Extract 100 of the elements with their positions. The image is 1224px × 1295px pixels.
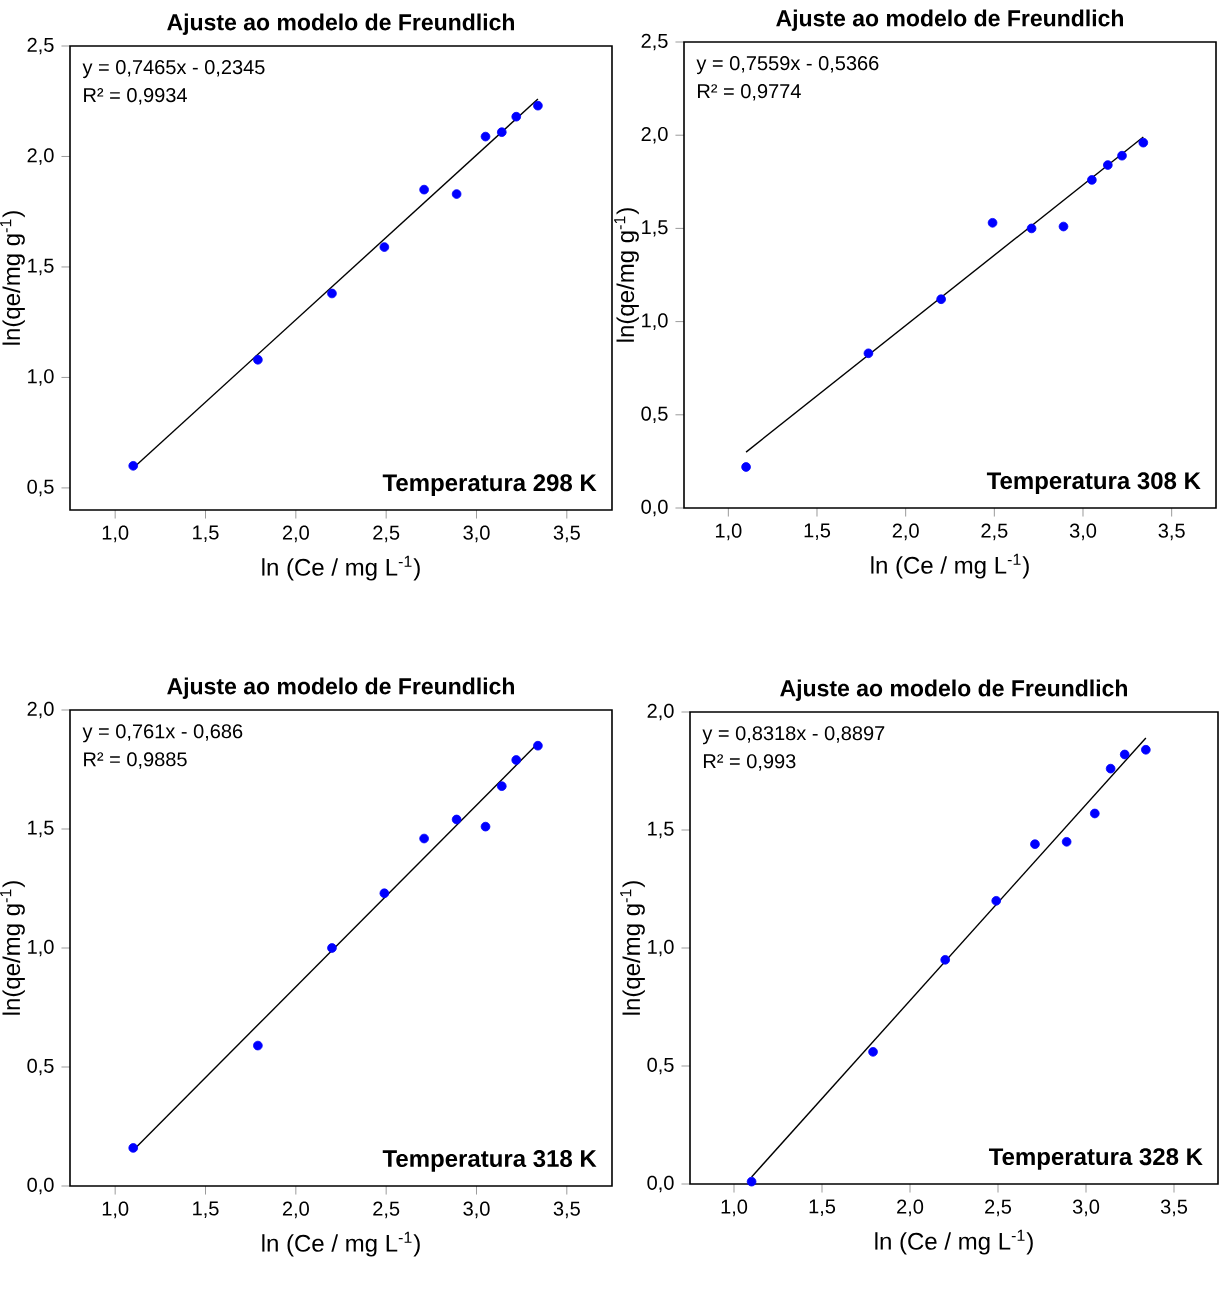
annotation: Temperatura 318 K <box>382 1150 597 1172</box>
x-tick-label: 1,0 <box>102 525 129 543</box>
x-tick-label: 2,0 <box>282 525 309 543</box>
chart-title: Ajuste ao modelo de Freundlich <box>780 679 1127 701</box>
point <box>480 821 491 832</box>
x-tick-label: 3,0 <box>463 1201 490 1219</box>
x-axis-title: ln (Ce / mg L$^{-1}$) <box>262 1231 420 1257</box>
point <box>327 943 337 953</box>
y-axis-title: ln(qe/mg g$^{-1}$) <box>0 881 25 1015</box>
y-axis-title: ln(qe/mg g$^{-1}$) <box>620 881 645 1015</box>
x-tick-label: 1,5 <box>193 525 219 542</box>
y-tick-label: 0,0 <box>641 499 668 517</box>
x-tick-label: 3,5 <box>553 525 580 543</box>
point <box>128 461 139 471</box>
x-tick-label: 2,5 <box>981 523 1008 541</box>
x-tick-label: 2,5 <box>373 1201 400 1219</box>
point <box>253 1040 263 1051</box>
y-tick-label: 2,0 <box>641 126 668 144</box>
x-tick-label: 1,5 <box>804 523 831 540</box>
x-tick-label: 3,5 <box>1158 523 1185 541</box>
y-tick-label: 2,0 <box>27 701 54 719</box>
point <box>511 111 522 122</box>
y-tick-label: 1,5 <box>642 220 668 237</box>
annotation: Temperatura 328 K <box>988 1148 1203 1170</box>
chart-title: Ajuste ao modelo de Freundlich <box>776 9 1123 31</box>
y-tick-label: 1,5 <box>648 821 674 839</box>
x-axis-title: ln (Ce / mg L$^{-1}$) <box>875 1229 1033 1255</box>
x-tick-label: 1,5 <box>809 1199 836 1216</box>
x-tick-label: 3,0 <box>1072 1199 1100 1217</box>
y-tick-label: 1,0 <box>28 939 54 957</box>
point <box>1061 837 1072 847</box>
x-tick-label: 2,5 <box>373 525 400 543</box>
point <box>936 294 946 305</box>
point <box>1058 221 1069 232</box>
x-tick-label: 3,5 <box>1160 1199 1188 1217</box>
point <box>1117 150 1127 161</box>
y-tick-label: 0,0 <box>647 1175 674 1193</box>
point <box>741 462 751 472</box>
y-axis-title: ln(qe/mg g$^{-1}$) <box>614 208 639 342</box>
point <box>451 189 462 199</box>
annotation: R² = 0,993 <box>703 754 796 771</box>
annotation: y = 0,8318x - 0,8897 <box>702 726 885 745</box>
point <box>991 896 1002 906</box>
point <box>1103 160 1113 170</box>
annotation: R² = 0,9774 <box>698 84 801 101</box>
point <box>1026 223 1037 234</box>
point <box>496 781 507 791</box>
x-tick-label: 1,0 <box>715 523 742 541</box>
y-tick-label: 2,5 <box>641 33 668 51</box>
point <box>451 814 462 825</box>
point <box>496 127 507 137</box>
point <box>1030 839 1040 849</box>
point <box>379 242 390 252</box>
annotation: Temperatura 298 K <box>382 474 597 496</box>
y-axis-title: ln(qe/mg g$^{-1}$) <box>0 211 25 345</box>
annotation: y = 0,7465x - 0,2345 <box>82 60 265 79</box>
point <box>1141 744 1151 755</box>
x-tick-label: 3,0 <box>463 525 490 543</box>
annotation: y = 0,7559x - 0,5366 <box>696 56 879 75</box>
y-tick-label: 1,0 <box>28 369 54 386</box>
annotation: R² = 0,9934 <box>84 88 187 105</box>
point <box>987 218 998 228</box>
point <box>480 131 491 142</box>
y-tick-label: 1,5 <box>28 820 54 838</box>
x-tick-label: 2,0 <box>897 1199 924 1217</box>
annotation: y = 0,761x - 0,686 <box>82 724 243 743</box>
x-axis-title: ln (Ce / mg L$^{-1}$) <box>262 555 420 581</box>
point <box>128 1143 139 1153</box>
x-tick-label: 3,5 <box>553 1201 580 1219</box>
point <box>253 354 263 365</box>
annotation: R² = 0,9885 <box>84 752 187 769</box>
point <box>746 1176 757 1187</box>
x-tick-label: 2,0 <box>892 523 919 541</box>
x-axis-title: ln (Ce / mg L$^{-1}$) <box>871 553 1029 579</box>
point <box>1090 808 1100 819</box>
annotation: Temperatura 308 K <box>986 472 1201 494</box>
point <box>1087 175 1097 185</box>
point <box>1105 763 1116 774</box>
y-tick-label: 2,5 <box>27 37 54 55</box>
point <box>940 955 950 965</box>
point <box>1138 137 1149 148</box>
point <box>863 348 874 359</box>
y-tick-label: 0,0 <box>27 1177 54 1195</box>
y-tick-label: 1,0 <box>642 313 668 330</box>
y-tick-label: 2,0 <box>27 148 54 165</box>
y-tick-label: 1,0 <box>648 939 674 957</box>
y-tick-label: 2,0 <box>647 703 674 721</box>
point <box>419 184 429 195</box>
chart-title: Ajuste ao modelo de Freundlich <box>167 677 514 699</box>
x-tick-label: 2,0 <box>282 1201 309 1219</box>
point <box>868 1047 878 1057</box>
point <box>419 833 429 844</box>
point <box>533 740 543 751</box>
point <box>533 100 543 111</box>
y-tick-label: 0,5 <box>27 1058 54 1076</box>
x-tick-label: 1,0 <box>102 1201 129 1219</box>
chart-title: Ajuste ao modelo de Freundlich <box>167 13 514 35</box>
y-tick-label: 0,5 <box>27 479 54 497</box>
point <box>511 755 522 765</box>
point <box>327 288 337 299</box>
